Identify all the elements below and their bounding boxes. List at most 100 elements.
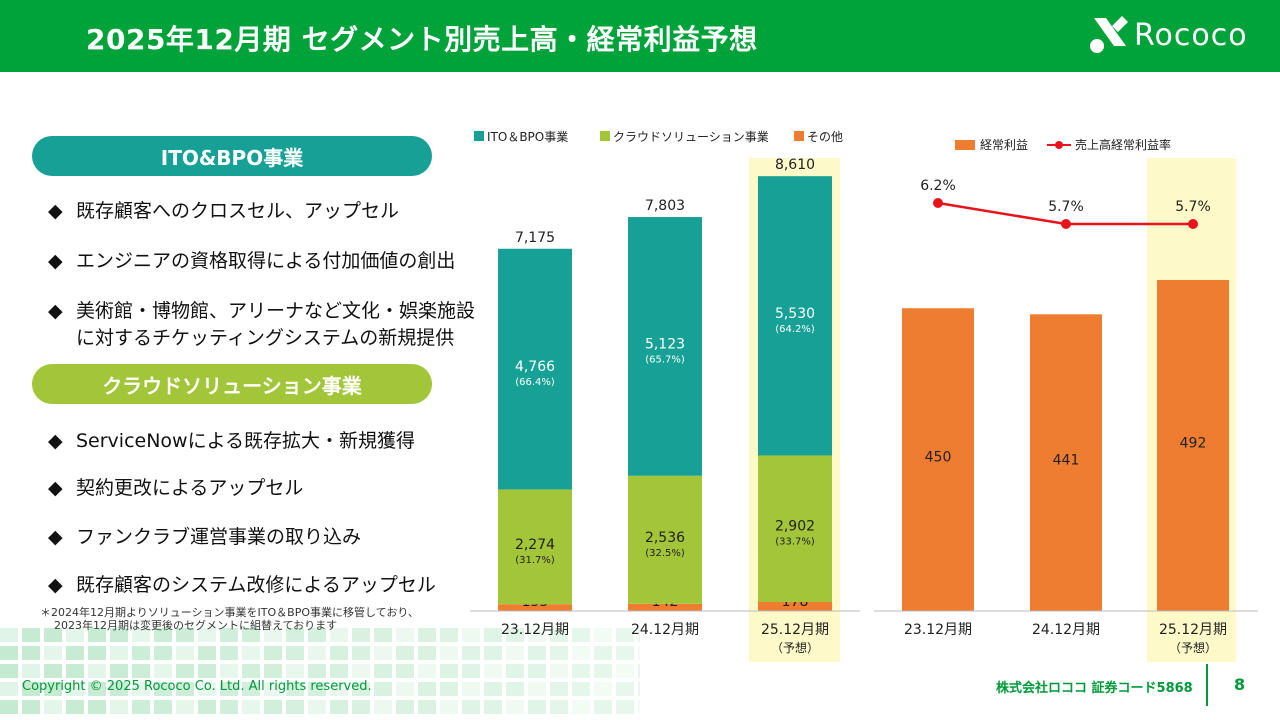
decor-square [572, 664, 590, 678]
legend-marker [1055, 141, 1063, 149]
decor-square [220, 664, 238, 678]
decor-square [242, 646, 260, 660]
category-sublabel: （予想） [771, 640, 819, 655]
decor-square [550, 646, 568, 660]
page-title: 2025年12月期 セグメント別売上高・経常利益予想 [86, 23, 758, 56]
decor-square [638, 628, 640, 642]
logo-wordmark: Rococo [1134, 18, 1248, 53]
decor-square [616, 628, 634, 642]
decor-square [484, 628, 502, 642]
decor-square [638, 664, 640, 678]
decor-square [198, 646, 216, 660]
decor-square [176, 682, 194, 696]
decor-square [66, 628, 84, 642]
decor-square [132, 682, 150, 696]
decor-square [418, 682, 436, 696]
category-label: 25.12月期 [1159, 622, 1227, 638]
decor-square [506, 664, 524, 678]
decor-square [308, 664, 326, 678]
decor-square [352, 646, 370, 660]
decor-square [616, 664, 634, 678]
data-pct-label: (33.7%) [775, 537, 815, 548]
decor-square [132, 628, 150, 642]
category-label: 24.12月期 [1032, 622, 1100, 638]
bar-segment [628, 475, 702, 604]
decor-square [418, 646, 436, 660]
data-label: 4,766 [515, 359, 555, 375]
decor-square [286, 700, 304, 714]
footer-divider [1206, 664, 1208, 706]
decor-square [528, 664, 546, 678]
decor-square [242, 628, 260, 642]
bullet-ito-2: ◆ エンジニアの資格取得による付加価値の創出 [48, 250, 456, 272]
decor-square [0, 700, 18, 714]
decor-square [352, 664, 370, 678]
decor-square [286, 664, 304, 678]
bullet-cloud-2: ◆ 契約更改によるアップセル [48, 477, 304, 499]
decor-square [594, 682, 612, 696]
decor-square [110, 682, 128, 696]
legend-label: ITO＆BPO事業 [487, 130, 568, 144]
diamond-icon: ◆ [48, 526, 63, 548]
decor-square [352, 682, 370, 696]
decor-square [22, 664, 40, 678]
decor-square [220, 628, 238, 642]
data-label: 5,530 [775, 306, 815, 322]
decor-square [88, 628, 106, 642]
diamond-icon: ◆ [48, 574, 63, 596]
decor-square [330, 700, 348, 714]
decor-square [154, 664, 172, 678]
decor-square [440, 700, 458, 714]
bar-segment [498, 489, 572, 605]
diamond-icon: ◆ [48, 300, 63, 322]
bar-segment [628, 603, 702, 611]
decor-square [550, 664, 568, 678]
section-cloud-title: クラウドソリューション事業 [32, 364, 432, 404]
data-label: 492 [1180, 435, 1207, 451]
decor-square [638, 646, 640, 660]
decor-square [616, 700, 634, 714]
decor-square [440, 664, 458, 678]
decor-square [176, 700, 194, 714]
category-label: 24.12月期 [631, 622, 699, 638]
decor-square [286, 646, 304, 660]
decor-square [242, 700, 260, 714]
bar-segment [758, 602, 832, 611]
decor-square [484, 682, 502, 696]
profit-bar [1157, 279, 1229, 611]
copyright-text: Copyright © 2025 Rococo Co. Ltd. All rig… [22, 679, 372, 694]
decor-square [220, 682, 238, 696]
legend-swatch [600, 131, 610, 141]
decor-square [572, 646, 590, 660]
decor-square [22, 628, 40, 642]
decor-square [132, 664, 150, 678]
data-pct-label: (32.5%) [645, 548, 685, 559]
decor-square [22, 682, 40, 696]
bullet-cloud-3: ◆ ファンクラブ運営事業の取り込み [48, 526, 362, 548]
decor-square [44, 646, 62, 660]
decor-square [550, 628, 568, 642]
decor-square [88, 682, 106, 696]
decor-square [220, 646, 238, 660]
decor-square [374, 682, 392, 696]
decor-square [374, 664, 392, 678]
bullet-cloud-1: ◆ ServiceNowによる既存拡大・新規獲得 [48, 430, 416, 452]
decor-square [330, 664, 348, 678]
total-label: 7,803 [645, 198, 685, 214]
decor-square [110, 664, 128, 678]
diamond-icon: ◆ [48, 250, 63, 272]
decor-square [396, 682, 414, 696]
company-code: 株式会社ロココ 証券コード5868 [996, 681, 1193, 696]
decor-square [418, 628, 436, 642]
data-pct-label: (66.4%) [515, 377, 555, 388]
decor-square [132, 700, 150, 714]
decor-square [0, 682, 18, 696]
decor-square [330, 682, 348, 696]
total-label: 7,175 [515, 230, 555, 246]
data-pct-label: (65.7%) [645, 354, 685, 365]
decor-square [528, 628, 546, 642]
decor-square [330, 628, 348, 642]
decor-square [0, 646, 18, 660]
decor-square [44, 700, 62, 714]
decor-square [66, 664, 84, 678]
